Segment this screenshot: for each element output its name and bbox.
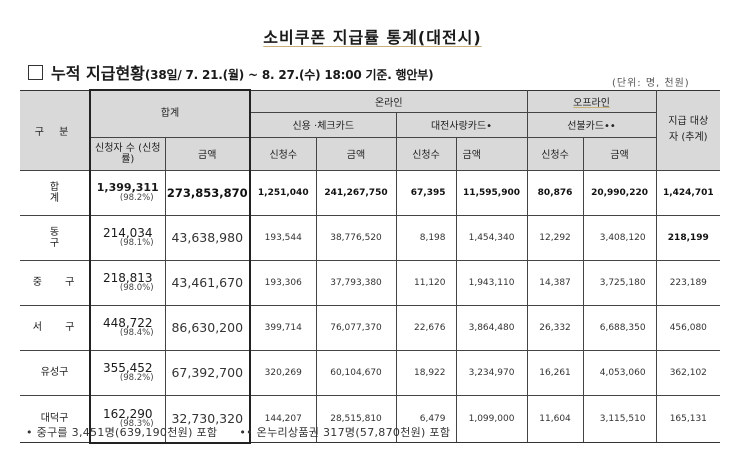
table-row-total: 합계 1,399,311 (98.2%) 273,853,870 1,251,04… — [20, 169, 721, 216]
header-daejeon-card: 대전사랑카드• — [395, 111, 528, 138]
header-prepaid-card: 선불카드•• — [526, 111, 657, 138]
eligible-cell: 223,189 — [655, 259, 721, 306]
payment-stats-table: 구 분 합계 온라인 오프라인 지급 대상자 (추계) 신용 ·체크카드 대전사… — [20, 89, 721, 444]
header-eligible: 지급 대상자 (추계) — [655, 89, 721, 171]
header-daejeon-amount: 금액 — [455, 136, 528, 171]
daejeon-amount-cell: 1,943,110 — [455, 259, 528, 306]
total-applicants-cell: 355,452 (98.2%) — [89, 349, 166, 396]
daejeon-applicants-cell: 22,676 — [395, 304, 457, 351]
daejeon-applicants-cell: 6,479 — [395, 394, 457, 443]
total-amount-cell: 86,630,200 — [164, 304, 251, 351]
credit-applicants-cell: 320,269 — [249, 349, 317, 396]
header-total-applicants: 신청자 수 (신청률) — [89, 136, 166, 171]
total-applicants-cell: 1,399,311 (98.2%) — [89, 169, 166, 216]
daejeon-applicants-cell: 67,395 — [395, 169, 457, 216]
row-label: 서 구 — [20, 304, 91, 351]
table-row-daedeokgu: 대덕구 162,290 (98.3%) 32,730,320 144,207 28… — [20, 394, 721, 444]
total-amount-cell: 43,461,670 — [164, 259, 251, 306]
daejeon-amount-cell: 11,595,900 — [455, 169, 528, 216]
daejeon-amount-cell: 1,454,340 — [455, 214, 528, 261]
header-online: 온라인 — [249, 89, 528, 113]
section-heading-text: 누적 지급현황 — [51, 64, 145, 83]
row-label: 동구 — [20, 214, 91, 261]
header-total-group: 합계 — [89, 89, 251, 138]
credit-applicants-cell: 1,251,040 — [249, 169, 317, 216]
table-row-seogu: 서 구 448,722 (98.4%) 86,630,200 399,714 76… — [20, 304, 721, 351]
row-label: 합계 — [20, 169, 91, 216]
unit-note: (단위: 명, 천원) — [612, 78, 690, 89]
prepaid-applicants-cell: 11,604 — [526, 394, 584, 443]
header-daejeon-applicants: 신청수 — [395, 136, 457, 171]
footnote-prepaid-card: •• 온누리상품권 317명(57,870천원) 포함 — [239, 426, 451, 439]
credit-applicants-cell: 193,544 — [249, 214, 317, 261]
daejeon-amount-cell: 1,099,000 — [455, 394, 528, 443]
footnotes: • 중구를 3,451명(639,190천원) 포함 •• 온누리상품권 317명… — [26, 424, 450, 440]
section-subtitle: (38일/ 7. 21.(월) ~ 8. 27.(수) 18:00 기준. 행안… — [144, 68, 434, 82]
daejeon-applicants-cell: 18,922 — [395, 349, 457, 396]
table-row-donggu: 동구 214,034 (98.1%) 43,638,980 193,544 38,… — [20, 214, 721, 261]
total-applicants-cell: 214,034 (98.1%) — [89, 214, 166, 261]
credit-amount-cell: 60,104,670 — [315, 349, 397, 396]
daejeon-amount-cell: 3,234,970 — [455, 349, 528, 396]
eligible-cell: 165,131 — [655, 394, 721, 443]
total-applicants-cell: 162,290 (98.3%) — [89, 394, 166, 444]
header-prepaid-amount: 금액 — [582, 136, 657, 171]
section-heading: 누적 지급현황(38일/ 7. 21.(월) ~ 8. 27.(수) 18:00… — [28, 60, 434, 84]
eligible-cell: 1,424,701 — [655, 169, 721, 216]
footnote-daejeon-card: • 중구를 3,451명(639,190천원) 포함 — [26, 426, 218, 439]
prepaid-amount-cell: 3,115,510 — [582, 394, 657, 443]
checkbox-square-icon — [28, 65, 43, 80]
eligible-cell: 362,102 — [655, 349, 721, 396]
prepaid-amount-cell: 4,053,060 — [582, 349, 657, 396]
prepaid-applicants-cell: 26,332 — [526, 304, 584, 351]
prepaid-amount-cell: 3,408,120 — [582, 214, 657, 261]
total-amount-cell: 43,638,980 — [164, 214, 251, 261]
daejeon-amount-cell: 3,864,480 — [455, 304, 528, 351]
row-label: 중 구 — [20, 259, 91, 306]
prepaid-amount-cell: 20,990,220 — [582, 169, 657, 216]
prepaid-amount-cell: 6,688,350 — [582, 304, 657, 351]
credit-amount-cell: 37,793,380 — [315, 259, 397, 306]
credit-applicants-cell: 399,714 — [249, 304, 317, 351]
credit-applicants-cell: 144,207 — [249, 394, 317, 443]
prepaid-applicants-cell: 16,261 — [526, 349, 584, 396]
prepaid-amount-cell: 3,725,180 — [582, 259, 657, 306]
prepaid-applicants-cell: 80,876 — [526, 169, 584, 216]
daejeon-applicants-cell: 8,198 — [395, 214, 457, 261]
credit-amount-cell: 38,776,520 — [315, 214, 397, 261]
header-category: 구 분 — [20, 89, 91, 171]
header-credit-check: 신용 ·체크카드 — [249, 111, 397, 138]
total-applicants-cell: 218,813 (98.0%) — [89, 259, 166, 306]
total-amount-cell: 67,392,700 — [164, 349, 251, 396]
header-offline: 오프라인 — [526, 89, 657, 113]
prepaid-applicants-cell: 12,292 — [526, 214, 584, 261]
prepaid-applicants-cell: 14,387 — [526, 259, 584, 306]
eligible-cell: 218,199 — [655, 214, 721, 261]
header-credit-amount: 금액 — [315, 136, 397, 171]
total-amount-cell: 32,730,320 — [164, 394, 251, 444]
credit-applicants-cell: 193,306 — [249, 259, 317, 306]
total-applicants-cell: 448,722 (98.4%) — [89, 304, 166, 351]
row-label: 대덕구 — [20, 394, 91, 443]
table-row-junggu: 중 구 218,813 (98.0%) 43,461,670 193,306 37… — [20, 259, 721, 306]
credit-amount-cell: 241,267,750 — [315, 169, 397, 216]
header-prepaid-applicants: 신청수 — [526, 136, 584, 171]
header-total-amount: 금액 — [164, 136, 251, 171]
table-row-yuseonggu: 유성구 355,452 (98.2%) 67,392,700 320,269 60… — [20, 349, 721, 396]
header-credit-applicants: 신청수 — [249, 136, 317, 171]
document-title: 소비쿠폰 지급률 통계(대전시) — [263, 28, 482, 47]
daejeon-applicants-cell: 11,120 — [395, 259, 457, 306]
total-amount-cell: 273,853,870 — [164, 169, 251, 216]
row-label: 유성구 — [20, 349, 91, 396]
credit-amount-cell: 76,077,370 — [315, 304, 397, 351]
eligible-cell: 456,080 — [655, 304, 721, 351]
